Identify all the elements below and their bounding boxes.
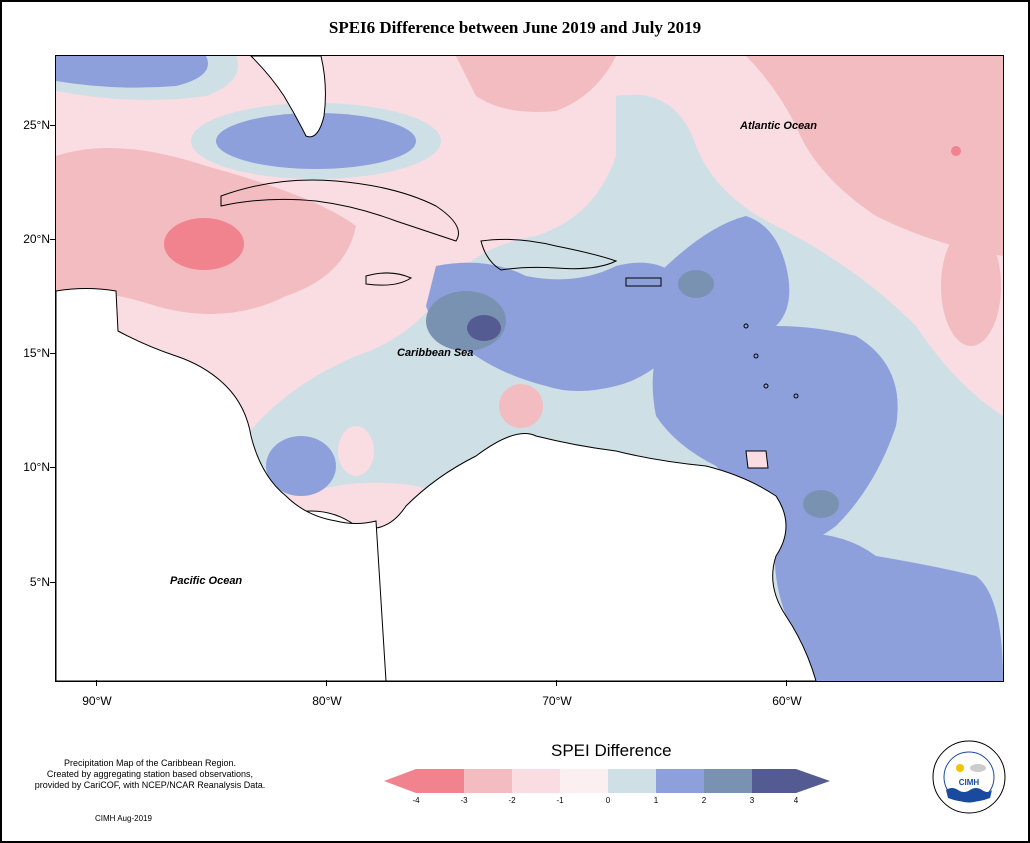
atlantic-positive-core xyxy=(803,490,839,518)
florida-land xyxy=(250,56,326,138)
venezuela-negative-spot xyxy=(499,384,543,428)
legend-swatch xyxy=(752,769,796,793)
water-icon xyxy=(946,788,992,802)
lat-label-15n: 15°N xyxy=(23,346,50,360)
legend-tick-label: 4 xyxy=(793,796,799,805)
central-america-land xyxy=(56,288,387,681)
map-notes: Precipitation Map of the Caribbean Regio… xyxy=(0,758,300,791)
lat-tick xyxy=(50,582,56,583)
legend-swatch xyxy=(464,769,512,793)
lat-label-5n: 5°N xyxy=(29,575,50,589)
pacific-ocean-label: Pacific Ocean xyxy=(170,575,243,587)
cloud-icon xyxy=(970,764,986,772)
lat-tick xyxy=(50,353,56,354)
lon-tick xyxy=(326,680,327,686)
bahamas-positive-core xyxy=(216,113,416,169)
antilles-positive-zone xyxy=(652,216,898,544)
logo-center-text: CIMH xyxy=(959,778,980,787)
color-scale-bar xyxy=(384,769,830,793)
legend-tick-label: 0 xyxy=(605,796,611,805)
caribbean-sea-label: Caribbean Sea xyxy=(397,347,474,359)
lon-tick xyxy=(96,680,97,686)
legend-arrow-high xyxy=(796,769,830,793)
antilles-island xyxy=(763,383,769,389)
notes-line: Precipitation Map of the Caribbean Regio… xyxy=(63,758,237,768)
credit-text: CIMH Aug-2019 xyxy=(95,814,152,823)
sun-icon xyxy=(956,764,964,772)
trinidad-outline xyxy=(745,450,769,469)
panama-negative-spot xyxy=(338,426,374,476)
antilles-island xyxy=(743,323,749,329)
atlantic-negative-zone xyxy=(746,56,1003,256)
legend-tick-label: -3 xyxy=(460,796,468,805)
lon-tick xyxy=(786,680,787,686)
lat-tick xyxy=(50,239,56,240)
legend-arrow-low xyxy=(384,769,416,793)
nw-positive-core xyxy=(56,56,208,88)
legend-tick-label: 1 xyxy=(653,796,659,805)
lat-label-20n: 20°N xyxy=(23,232,50,246)
legend-swatch xyxy=(656,769,704,793)
legend-swatch xyxy=(512,769,560,793)
legend-tick-label: 3 xyxy=(749,796,755,805)
cuba-outline xyxy=(220,179,459,242)
legend-swatch xyxy=(704,769,752,793)
lat-tick xyxy=(50,125,56,126)
legend-tick-label: -4 xyxy=(412,796,420,805)
jamaica-outline xyxy=(365,272,413,286)
puerto-rico-outline xyxy=(625,277,662,287)
legend-tick-label: -2 xyxy=(508,796,516,805)
atlantic-negative-dot xyxy=(951,146,961,156)
spei-map xyxy=(55,55,1004,682)
legend-tick-label: 2 xyxy=(701,796,707,805)
lat-label-25n: 25°N xyxy=(23,118,50,132)
east-negative-spot xyxy=(941,226,1001,346)
antilles-island xyxy=(793,393,799,399)
legend-tick-label: -1 xyxy=(556,796,564,805)
antilles-positive-core xyxy=(678,270,714,298)
lat-label-10n: 10°N xyxy=(23,460,50,474)
lon-label-80w: 80°W xyxy=(312,694,342,708)
north-negative-zone xyxy=(456,56,616,112)
antilles-island xyxy=(753,353,759,359)
yucatan-negative-core xyxy=(164,218,244,270)
caribbean-positive-zone xyxy=(426,262,694,391)
lon-label-60w: 60°W xyxy=(772,694,802,708)
legend-swatch xyxy=(608,769,656,793)
notes-line: Created by aggregating station based obs… xyxy=(46,769,254,779)
lon-tick xyxy=(556,680,557,686)
hispaniola-outline xyxy=(480,238,618,271)
legend-title: SPEI Difference xyxy=(551,741,672,760)
map-title: SPEI6 Difference between June 2019 and J… xyxy=(328,18,702,37)
notes-line: provided by CariCOF, with NCEP/NCAR Rean… xyxy=(34,780,266,790)
spei-field xyxy=(56,56,1003,681)
legend-swatch xyxy=(560,769,608,793)
lat-tick xyxy=(50,467,56,468)
guianas-positive-zone xyxy=(774,533,1003,681)
legend-swatch xyxy=(416,769,464,793)
lon-label-70w: 70°W xyxy=(542,694,572,708)
central-america-positive xyxy=(266,436,336,496)
south-america-land xyxy=(255,433,817,681)
caribbean-positive-core xyxy=(467,315,501,341)
lon-label-90w: 90°W xyxy=(82,694,112,708)
cimh-logo: CIMH xyxy=(932,740,1006,814)
atlantic-ocean-label: Atlantic Ocean xyxy=(740,120,818,132)
